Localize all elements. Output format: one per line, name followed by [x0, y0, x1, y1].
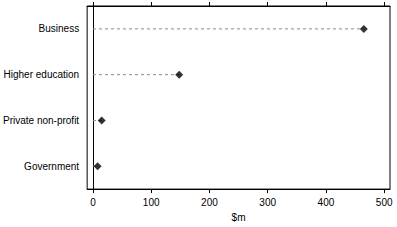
svg-text:0: 0 [90, 197, 96, 208]
svg-text:$m: $m [232, 212, 246, 223]
svg-text:400: 400 [318, 197, 335, 208]
svg-text:Government: Government [24, 161, 79, 172]
svg-text:200: 200 [201, 197, 218, 208]
svg-text:Private non-profit: Private non-profit [3, 115, 79, 126]
svg-text:Higher education: Higher education [4, 69, 80, 80]
svg-text:300: 300 [259, 197, 276, 208]
svg-text:100: 100 [143, 197, 160, 208]
svg-text:500: 500 [376, 197, 393, 208]
svg-text:Business: Business [39, 23, 80, 34]
